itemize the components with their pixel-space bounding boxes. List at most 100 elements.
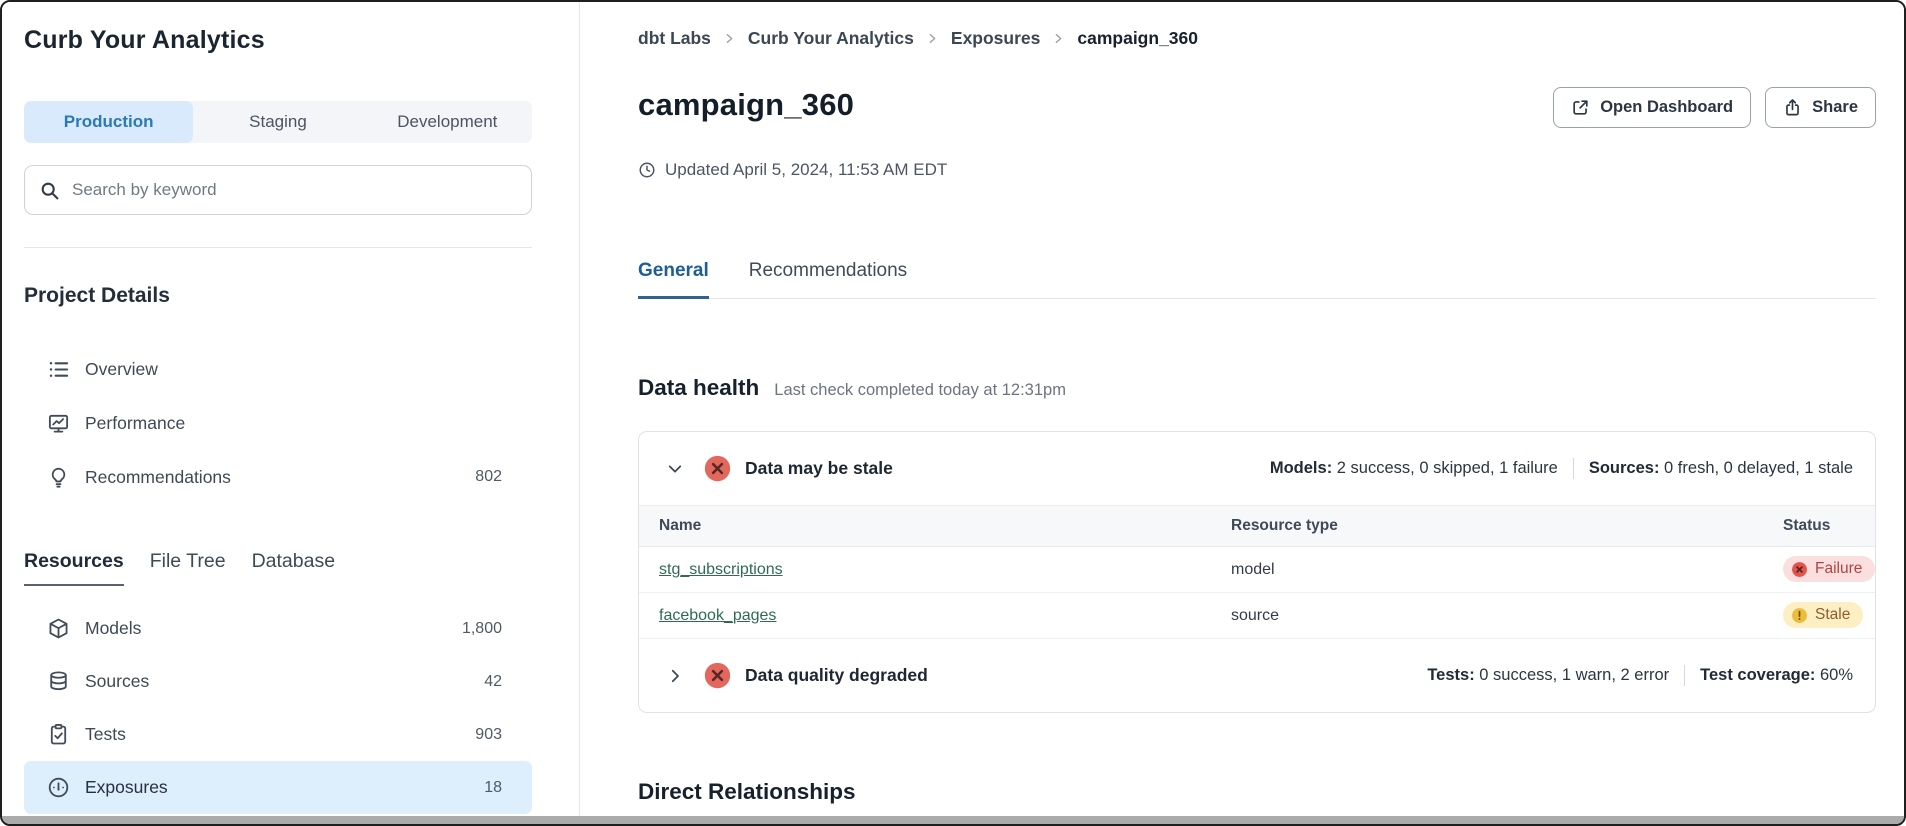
error-circle-icon	[704, 455, 731, 482]
breadcrumb: dbt Labs Curb Your Analytics Exposures c…	[638, 28, 1876, 49]
breadcrumb-project[interactable]: Curb Your Analytics	[747, 28, 914, 48]
main-content: dbt Labs Curb Your Analytics Exposures c…	[581, 2, 1904, 818]
sidebar-divider	[24, 247, 532, 248]
sidebar-item-label: Models	[85, 618, 142, 638]
direct-relationships-heading: Direct Relationships	[638, 779, 856, 804]
error-circle-icon	[704, 662, 731, 689]
updated-timestamp: Updated April 5, 2024, 11:53 AM EDT	[638, 160, 1876, 180]
database-icon	[50, 671, 67, 691]
external-link-icon	[1573, 100, 1588, 115]
cube-icon	[49, 618, 68, 639]
breadcrumb-exposures[interactable]: Exposures	[950, 28, 1041, 48]
group-title: Data may be stale	[745, 458, 893, 478]
sidebar-item-label: Exposures	[85, 777, 168, 797]
sidebar-item-tests[interactable]: Tests 903	[24, 708, 532, 761]
chevron-right-icon[interactable]	[666, 667, 684, 685]
resource-type-cell: source	[1231, 606, 1280, 624]
table-row: stg_subscriptions model Failure	[639, 547, 1875, 593]
status-badge-stale: Stale	[1783, 602, 1864, 629]
window-bottom-edge	[2, 816, 1904, 824]
sidebar-item-label: Recommendations	[85, 466, 231, 487]
data-health-card: Data may be stale Models2 success, 0 ski…	[638, 431, 1876, 713]
search-box[interactable]	[24, 165, 532, 215]
updated-text: Updated April 5, 2024, 11:53 AM EDT	[665, 160, 948, 179]
sidebar-item-label: Overview	[85, 358, 158, 379]
data-health-group-quality: Data quality degraded Tests0 success, 1 …	[639, 639, 1875, 712]
tab-recommendations[interactable]: Recommendations	[748, 260, 908, 281]
env-tab-staging[interactable]: Staging	[249, 112, 307, 131]
chevron-down-icon[interactable]	[666, 460, 684, 478]
env-tab-development[interactable]: Development	[397, 112, 498, 131]
sidebar-item-sources[interactable]: Sources 42	[24, 655, 532, 708]
environment-tabs: Production Staging Development	[24, 101, 532, 143]
sidebar-item-label: Tests	[85, 724, 126, 744]
stat-value: 0 fresh, 0 delayed, 1 stale	[1664, 459, 1853, 477]
sidebar-item-overview[interactable]: Overview	[24, 342, 532, 396]
lightbulb-icon	[51, 467, 66, 488]
tab-resources[interactable]: Resources	[24, 550, 124, 586]
page-tabs: General Recommendations	[638, 260, 1876, 299]
stat-label: Models	[1270, 459, 1337, 477]
chevron-right-icon	[929, 34, 936, 43]
sidebar-item-count: 802	[475, 468, 502, 485]
search-icon	[41, 182, 59, 199]
stat-value: 2 success, 0 skipped, 1 failure	[1336, 459, 1558, 477]
header-actions: Open Dashboard Share	[1553, 87, 1876, 128]
performance-monitor-icon	[48, 414, 69, 433]
clipboard-check-icon	[50, 724, 67, 745]
last-check-text: Last check completed today at 12:31pm	[774, 381, 1066, 399]
search-input[interactable]	[72, 180, 517, 200]
clock-icon	[639, 162, 655, 178]
tab-general[interactable]: General	[638, 260, 709, 299]
group-stats: Tests0 success, 1 warn, 2 error Test cov…	[1427, 665, 1853, 686]
chevron-right-icon	[1056, 34, 1062, 43]
project-details-heading: Project Details	[24, 284, 170, 307]
status-badge-label: Failure	[1815, 560, 1863, 578]
sidebar-item-exposures[interactable]: Exposures 18	[24, 761, 532, 814]
share-label: Share	[1812, 98, 1858, 116]
stat-value: 60%	[1819, 666, 1853, 684]
resource-list: Models 1,800 Sources 42 Tests	[24, 602, 532, 814]
sidebar-item-count: 1,800	[461, 619, 502, 637]
sidebar-item-count: 18	[484, 778, 502, 796]
status-badge-failure: Failure	[1783, 556, 1875, 583]
sidebar-item-performance[interactable]: Performance	[24, 396, 532, 450]
failure-circle-icon	[1792, 561, 1807, 577]
table-header-row: Name Resource type Status	[639, 505, 1875, 547]
tab-database[interactable]: Database	[251, 550, 336, 572]
list-icon	[49, 361, 69, 377]
resource-link-facebook-pages[interactable]: facebook_pages	[659, 606, 777, 624]
breadcrumb-dbt-labs[interactable]: dbt Labs	[638, 28, 711, 48]
page-title: campaign_360	[638, 87, 855, 122]
resource-tabs: Resources File Tree Database	[24, 550, 532, 586]
open-dashboard-label: Open Dashboard	[1600, 98, 1734, 116]
sidebar-item-count: 42	[484, 672, 502, 690]
chevron-right-icon	[726, 34, 733, 43]
open-dashboard-button[interactable]: Open Dashboard	[1553, 87, 1752, 128]
status-badge-label: Stale	[1815, 606, 1851, 624]
resource-type-cell: model	[1231, 560, 1275, 578]
sidebar-item-count: 903	[475, 725, 502, 743]
group-stats: Models2 success, 0 skipped, 1 failure So…	[1270, 458, 1853, 479]
stat-label: Test coverage	[1700, 666, 1820, 684]
column-header-resource-type: Resource type	[1231, 517, 1338, 534]
gauge-icon	[48, 777, 69, 798]
stat-divider	[1684, 665, 1686, 686]
tab-file-tree[interactable]: File Tree	[149, 550, 226, 572]
column-header-name: Name	[659, 517, 702, 534]
sidebar-item-models[interactable]: Models 1,800	[24, 602, 532, 655]
env-tab-production[interactable]: Production	[24, 101, 194, 143]
sidebar-item-recommendations[interactable]: Recommendations 802	[24, 450, 532, 504]
stat-value: 0 success, 1 warn, 2 error	[1479, 666, 1670, 684]
group-title: Data quality degraded	[745, 665, 928, 685]
warning-circle-icon	[1792, 607, 1807, 623]
share-button[interactable]: Share	[1765, 87, 1876, 128]
sidebar-item-label: Performance	[85, 412, 186, 433]
stat-label: Tests	[1427, 666, 1479, 684]
share-icon	[1786, 99, 1800, 116]
project-title: Curb Your Analytics	[24, 26, 265, 54]
project-details-list: Overview Performance Recommendations 80	[24, 342, 532, 504]
resource-link-stg-subscriptions[interactable]: stg_subscriptions	[659, 560, 783, 578]
sidebar-item-label: Sources	[85, 671, 150, 691]
